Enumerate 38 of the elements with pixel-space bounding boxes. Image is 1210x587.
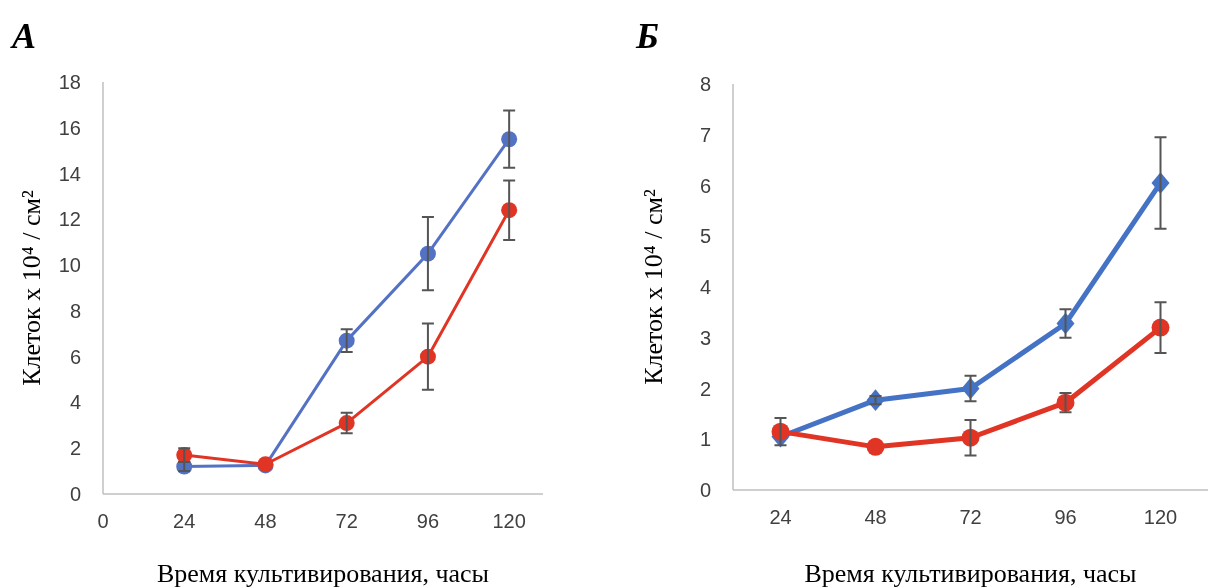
y-tick-label: 1 xyxy=(699,428,711,451)
x-axis-title: Время культивирования, часы xyxy=(804,559,1137,587)
y-tick-label: 14 xyxy=(58,162,81,185)
y-tick-label: 4 xyxy=(699,276,711,298)
x-tick-label: 72 xyxy=(335,510,358,532)
x-tick-label: 120 xyxy=(492,510,526,532)
x-tick-label: 96 xyxy=(1054,506,1077,528)
x-tick-label: 48 xyxy=(254,510,277,532)
y-tick-label: 2 xyxy=(69,437,81,460)
y-tick-label: 6 xyxy=(699,174,711,197)
y-tick-label: 8 xyxy=(699,73,711,95)
point xyxy=(866,389,885,411)
y-tick-label: 10 xyxy=(58,254,81,277)
y-tick-label: 0 xyxy=(699,479,711,501)
y-tick-label: 12 xyxy=(58,208,81,231)
y-tick-label: 3 xyxy=(699,326,711,349)
y-tick-label: 2 xyxy=(699,377,711,400)
y-tick-label: 7 xyxy=(699,123,711,146)
y-tick-label: 8 xyxy=(69,299,81,322)
y-axis-title: Клеток х 10⁴ / см² xyxy=(17,190,46,386)
x-tick-label: 120 xyxy=(1143,506,1178,528)
point xyxy=(866,437,885,456)
chart-title: А xyxy=(10,16,37,56)
x-tick-label: 0 xyxy=(97,510,109,532)
y-tick-label: 6 xyxy=(69,345,81,368)
y-tick-label: 18 xyxy=(58,71,81,93)
x-tick-label: 24 xyxy=(769,506,792,528)
y-tick-label: 0 xyxy=(69,483,81,505)
y-tick-label: 5 xyxy=(699,225,711,248)
x-axis-title: Время культивирования, часы xyxy=(156,559,490,587)
y-axis-title: Клеток х 10⁴ / см² xyxy=(639,189,668,385)
x-tick-label: 72 xyxy=(959,506,982,528)
chart-title: Б xyxy=(635,16,659,56)
y-tick-label: 4 xyxy=(69,391,81,414)
x-tick-label: 48 xyxy=(864,506,887,528)
x-tick-label: 24 xyxy=(173,510,196,532)
x-tick-label: 96 xyxy=(416,510,440,532)
y-tick-label: 16 xyxy=(58,116,81,139)
